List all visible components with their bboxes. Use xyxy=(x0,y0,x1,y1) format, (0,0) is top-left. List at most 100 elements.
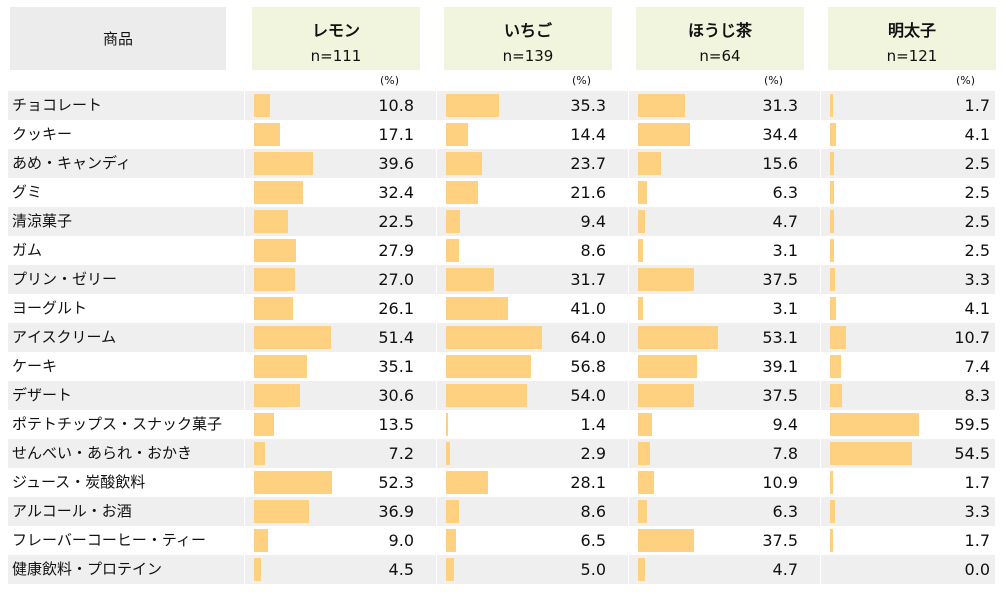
bar xyxy=(446,181,479,204)
bar xyxy=(830,123,837,146)
category-label: フレーバーコーヒー・ティー xyxy=(12,531,206,549)
table-row xyxy=(8,236,995,265)
value-label: 39.6 xyxy=(378,154,414,173)
bar xyxy=(830,268,835,291)
bar xyxy=(446,500,459,523)
value-label: 1.7 xyxy=(964,473,990,492)
value-label: 17.1 xyxy=(378,125,414,144)
value-label: 0.0 xyxy=(964,560,990,579)
bar xyxy=(254,384,300,407)
table-row xyxy=(8,120,995,149)
flavor-name: いちご xyxy=(503,21,552,40)
value-label: 41.0 xyxy=(570,299,606,318)
bar xyxy=(830,297,837,320)
value-label: 4.7 xyxy=(772,212,798,231)
bar xyxy=(830,94,833,117)
value-label: 8.3 xyxy=(964,386,990,405)
unit-label: (%) xyxy=(380,74,400,87)
bar xyxy=(446,297,508,320)
value-label: 31.7 xyxy=(570,270,606,289)
unit-label: (%) xyxy=(572,74,592,87)
table-row xyxy=(8,207,995,236)
category-label: アルコール・お酒 xyxy=(12,502,132,520)
bar xyxy=(254,94,271,117)
value-label: 7.2 xyxy=(388,444,414,463)
category-label: あめ・キャンディ xyxy=(12,154,131,172)
value-label: 1.4 xyxy=(580,415,606,434)
category-label: チョコレート xyxy=(12,96,103,114)
category-label: ジュース・炭酸飲料 xyxy=(12,473,146,491)
sample-size: n=64 xyxy=(699,47,741,65)
bar xyxy=(254,355,307,378)
category-label: ポテトチップス・スナック菓子 xyxy=(12,415,223,433)
value-label: 5.0 xyxy=(580,560,606,579)
value-label: 2.5 xyxy=(964,241,990,260)
value-label: 2.9 xyxy=(580,444,606,463)
bar xyxy=(830,442,912,465)
bar xyxy=(638,297,643,320)
bar xyxy=(638,529,695,552)
bar xyxy=(446,123,468,146)
category-label: ヨーグルト xyxy=(12,299,88,317)
bar xyxy=(446,210,461,233)
value-label: 22.5 xyxy=(378,212,414,231)
value-label: 14.4 xyxy=(570,125,606,144)
sample-size: n=121 xyxy=(886,47,938,65)
category-label: 清涼菓子 xyxy=(12,212,73,230)
bar xyxy=(446,413,449,436)
bar xyxy=(254,152,314,175)
bar xyxy=(254,442,265,465)
value-label: 1.7 xyxy=(964,96,990,115)
value-label: 39.1 xyxy=(762,357,798,376)
flavor-name: レモン xyxy=(311,21,360,40)
bar xyxy=(638,239,643,262)
category-header-label: 商品 xyxy=(102,30,133,48)
value-label: 9.0 xyxy=(388,531,414,550)
bar xyxy=(254,471,333,494)
unit-label: (%) xyxy=(956,74,976,87)
sample-size: n=111 xyxy=(310,47,362,65)
value-label: 34.4 xyxy=(762,125,798,144)
value-label: 9.4 xyxy=(772,415,798,434)
bar xyxy=(254,268,295,291)
value-label: 36.9 xyxy=(378,502,414,521)
value-label: 7.8 xyxy=(772,444,798,463)
column-divider xyxy=(628,91,629,585)
category-label: アイスクリーム xyxy=(12,328,117,346)
bar xyxy=(830,210,834,233)
value-label: 51.4 xyxy=(378,328,414,347)
flavor-header: いちご n=139 xyxy=(444,7,612,70)
value-label: 1.7 xyxy=(964,531,990,550)
bar xyxy=(830,500,835,523)
value-label: 37.5 xyxy=(762,386,798,405)
bar xyxy=(638,152,662,175)
value-label: 15.6 xyxy=(762,154,798,173)
value-label: 7.4 xyxy=(964,357,990,376)
value-label: 3.3 xyxy=(964,502,990,521)
sample-size: n=139 xyxy=(502,47,554,65)
bar xyxy=(446,442,451,465)
value-label: 3.3 xyxy=(964,270,990,289)
bar xyxy=(446,326,542,349)
bar xyxy=(830,413,920,436)
bar xyxy=(446,529,456,552)
category-label: グミ xyxy=(12,183,43,201)
value-label: 10.9 xyxy=(762,473,798,492)
table-row xyxy=(8,178,995,207)
table-row xyxy=(8,149,995,178)
bar xyxy=(446,94,499,117)
bar xyxy=(638,210,646,233)
value-label: 35.3 xyxy=(570,96,606,115)
value-label: 3.1 xyxy=(772,299,798,318)
value-label: 21.6 xyxy=(570,183,606,202)
value-label: 3.1 xyxy=(772,241,798,260)
value-label: 8.6 xyxy=(580,241,606,260)
bar xyxy=(830,355,842,378)
category-label: せんべい・あられ・おかき xyxy=(12,444,193,462)
bar xyxy=(638,471,655,494)
table-row xyxy=(8,265,995,294)
bar xyxy=(638,442,650,465)
bar xyxy=(254,558,261,581)
value-label: 6.3 xyxy=(772,183,798,202)
